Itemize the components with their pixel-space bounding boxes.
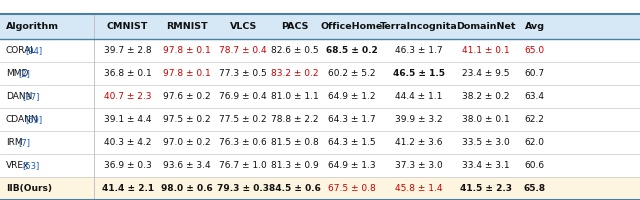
Text: 79.3 ± 0.3: 79.3 ± 0.3	[217, 184, 269, 193]
Text: 97.5 ± 0.2: 97.5 ± 0.2	[163, 115, 211, 124]
Text: RMNIST: RMNIST	[166, 22, 208, 31]
Text: 65.8: 65.8	[524, 184, 546, 193]
Text: 97.8 ± 0.1: 97.8 ± 0.1	[163, 69, 211, 78]
Text: 77.3 ± 0.5: 77.3 ± 0.5	[220, 69, 267, 78]
Text: 46.3 ± 1.7: 46.3 ± 1.7	[395, 46, 442, 55]
Text: OfficeHome: OfficeHome	[321, 22, 383, 31]
Text: 41.5 ± 2.3: 41.5 ± 2.3	[460, 184, 512, 193]
Text: VLCS: VLCS	[230, 22, 257, 31]
Text: IRM: IRM	[6, 138, 22, 147]
Text: 38.0 ± 0.1: 38.0 ± 0.1	[462, 115, 510, 124]
Text: DANN: DANN	[6, 92, 32, 101]
Text: [94]: [94]	[26, 46, 42, 55]
Text: 60.7: 60.7	[525, 69, 545, 78]
Text: 40.3 ± 4.2: 40.3 ± 4.2	[104, 138, 152, 147]
Text: 64.9 ± 1.2: 64.9 ± 1.2	[328, 92, 376, 101]
Text: 65.0: 65.0	[525, 46, 545, 55]
Text: 84.5 ± 0.6: 84.5 ± 0.6	[269, 184, 321, 193]
Text: 77.5 ± 0.2: 77.5 ± 0.2	[220, 115, 267, 124]
Text: [2]: [2]	[19, 69, 30, 78]
Text: CDANN: CDANN	[6, 115, 38, 124]
Text: 40.7 ± 2.3: 40.7 ± 2.3	[104, 92, 152, 101]
Text: 46.5 ± 1.5: 46.5 ± 1.5	[392, 69, 445, 78]
Text: 64.9 ± 1.3: 64.9 ± 1.3	[328, 161, 376, 170]
Text: 64.3 ± 1.5: 64.3 ± 1.5	[328, 138, 376, 147]
Text: 41.1 ± 0.1: 41.1 ± 0.1	[462, 46, 510, 55]
Text: 39.9 ± 3.2: 39.9 ± 3.2	[395, 115, 442, 124]
Text: Algorithm: Algorithm	[6, 22, 59, 31]
Text: 37.3 ± 3.0: 37.3 ± 3.0	[395, 161, 442, 170]
Text: 60.6: 60.6	[525, 161, 545, 170]
Text: 41.2 ± 3.6: 41.2 ± 3.6	[395, 138, 442, 147]
Text: CORAL: CORAL	[6, 46, 36, 55]
Text: 68.5 ± 0.2: 68.5 ± 0.2	[326, 46, 378, 55]
Text: 33.4 ± 3.1: 33.4 ± 3.1	[462, 161, 510, 170]
Text: IIB(Ours): IIB(Ours)	[6, 184, 52, 193]
Text: 76.9 ± 0.4: 76.9 ± 0.4	[220, 92, 267, 101]
Bar	[0, 177, 640, 200]
Text: [53]: [53]	[22, 161, 39, 170]
Text: 62.2: 62.2	[525, 115, 545, 124]
Text: 78.7 ± 0.4: 78.7 ± 0.4	[220, 46, 267, 55]
Text: 81.3 ± 0.9: 81.3 ± 0.9	[271, 161, 319, 170]
Text: 93.6 ± 3.4: 93.6 ± 3.4	[163, 161, 211, 170]
Text: TerraIncognita: TerraIncognita	[380, 22, 458, 31]
Text: Avg: Avg	[525, 22, 545, 31]
Text: 60.2 ± 5.2: 60.2 ± 5.2	[328, 69, 376, 78]
Text: 76.3 ± 0.6: 76.3 ± 0.6	[220, 138, 267, 147]
Text: 63.4: 63.4	[525, 92, 545, 101]
Text: 76.7 ± 1.0: 76.7 ± 1.0	[220, 161, 267, 170]
Text: 82.6 ± 0.5: 82.6 ± 0.5	[271, 46, 319, 55]
Text: 36.9 ± 0.3: 36.9 ± 0.3	[104, 161, 152, 170]
Text: 33.5 ± 3.0: 33.5 ± 3.0	[462, 138, 510, 147]
Text: 45.8 ± 1.4: 45.8 ± 1.4	[395, 184, 442, 193]
Text: 67.5 ± 0.8: 67.5 ± 0.8	[328, 184, 376, 193]
Text: CMNIST: CMNIST	[107, 22, 148, 31]
Text: 38.2 ± 0.2: 38.2 ± 0.2	[462, 92, 510, 101]
Text: 97.8 ± 0.1: 97.8 ± 0.1	[163, 46, 211, 55]
Text: 81.5 ± 0.8: 81.5 ± 0.8	[271, 138, 319, 147]
Text: 83.2 ± 0.2: 83.2 ± 0.2	[271, 69, 319, 78]
Text: 23.4 ± 9.5: 23.4 ± 9.5	[462, 69, 510, 78]
Text: 98.0 ± 0.6: 98.0 ± 0.6	[161, 184, 213, 193]
Text: 44.4 ± 1.1: 44.4 ± 1.1	[395, 92, 442, 101]
Text: 41.4 ± 2.1: 41.4 ± 2.1	[102, 184, 154, 193]
Text: [7]: [7]	[19, 138, 30, 147]
Text: MMD: MMD	[6, 69, 28, 78]
Text: 62.0: 62.0	[525, 138, 545, 147]
Text: 97.6 ± 0.2: 97.6 ± 0.2	[163, 92, 211, 101]
Text: 36.8 ± 0.1: 36.8 ± 0.1	[104, 69, 152, 78]
Text: [59]: [59]	[26, 115, 42, 124]
Text: DomainNet: DomainNet	[456, 22, 516, 31]
Bar	[0, 14, 640, 39]
Text: [37]: [37]	[22, 92, 39, 101]
Text: PACS: PACS	[282, 22, 308, 31]
Text: VREx: VREx	[6, 161, 29, 170]
Text: 64.3 ± 1.7: 64.3 ± 1.7	[328, 115, 376, 124]
Text: 78.8 ± 2.2: 78.8 ± 2.2	[271, 115, 319, 124]
Text: 97.0 ± 0.2: 97.0 ± 0.2	[163, 138, 211, 147]
Text: 39.7 ± 2.8: 39.7 ± 2.8	[104, 46, 152, 55]
Text: 81.0 ± 1.1: 81.0 ± 1.1	[271, 92, 319, 101]
Text: 39.1 ± 4.4: 39.1 ± 4.4	[104, 115, 152, 124]
